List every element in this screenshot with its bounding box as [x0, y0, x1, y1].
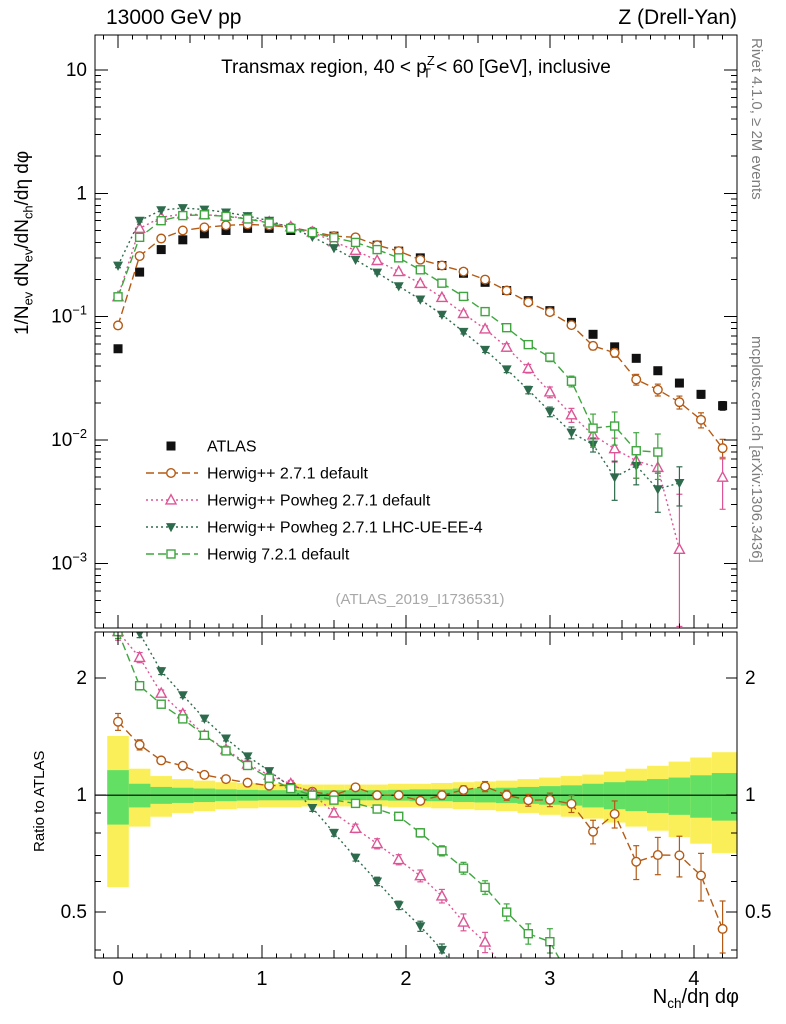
- x-axis-label: Nch/dη dφ: [653, 986, 739, 1011]
- uncertainty-bands: [107, 736, 737, 888]
- plot-title: Transmax region, 40 < pZ T < 60 [GeV], in…: [221, 53, 611, 81]
- ratio-series-herwig-7-2-1-default: [113, 632, 560, 958]
- ratio-y-axis-label: Ratio to ATLAS: [31, 751, 48, 852]
- svg-text:0.5: 0.5: [745, 902, 771, 923]
- axis-ticks: [95, 35, 738, 958]
- legend-label: Herwig++ Powheg 2.7.1 LHC-UE-EE-4: [207, 520, 483, 537]
- process-label: Z (Drell-Yan): [618, 6, 737, 29]
- svg-text:2: 2: [745, 668, 756, 689]
- svg-text:0.5: 0.5: [61, 902, 87, 923]
- analysis-id-watermark: (ATLAS_2019_I1736531): [335, 591, 505, 608]
- svg-text:10−3: 10−3: [51, 549, 87, 574]
- ratio-series: [111, 632, 728, 1024]
- legend-entry: Herwig++ 2.7.1 default: [146, 466, 369, 483]
- svg-text:4: 4: [688, 968, 699, 990]
- main-panel: [94, 34, 738, 629]
- svg-text:3: 3: [544, 968, 555, 990]
- mcplots-reference-note: mcplots.cern.ch [arXiv:1306.3436]: [748, 336, 765, 563]
- main-y-axis-label: 1/Nev dNev/dNch/dη dφ: [12, 151, 36, 335]
- legend: ATLAS Herwig++ 2.7.1 default Herwig++ Powh…: [146, 439, 483, 564]
- svg-text:10−1: 10−1: [51, 303, 87, 328]
- series-herwig-2-7-1-default: [113, 219, 728, 460]
- svg-text:10: 10: [66, 60, 87, 81]
- svg-text:1: 1: [76, 183, 87, 204]
- uncertainty-band-yellow: [107, 736, 737, 888]
- legend-label: Herwig++ 2.7.1 default: [207, 466, 369, 483]
- svg-text:1: 1: [76, 785, 87, 806]
- legend-entry: ATLAS: [166, 439, 257, 456]
- svg-text:2: 2: [400, 968, 411, 990]
- ratio-series-herwig-powheg-2-7-1-default: [111, 632, 728, 1024]
- svg-text:1: 1: [256, 968, 267, 990]
- legend-label: ATLAS: [207, 439, 257, 456]
- svg-text:0: 0: [112, 968, 123, 990]
- ratio-series-herwig-powheg-2-7-1-lhc-ue-ee-4: [135, 632, 449, 958]
- legend-entry: Herwig++ Powheg 2.7.1 default: [146, 493, 431, 510]
- tick-labels: 0 1 2 3 4 10 1 10−1 10−2 10−3 2 2 1 1 0.5 0.5: [51, 60, 771, 990]
- beam-energy-label: 13000 GeV pp: [106, 6, 242, 29]
- legend-entry: Herwig 7.2.1 default: [146, 547, 350, 564]
- main-series: [111, 204, 729, 628]
- series-herwig-7-2-1-default: [113, 210, 663, 481]
- svg-text:10−2: 10−2: [51, 426, 87, 451]
- legend-label: Herwig++ Powheg 2.7.1 default: [207, 493, 431, 510]
- axis-titles: Transmax region, 40 < pZ T < 60 [GeV], in…: [12, 53, 739, 1011]
- svg-text:1: 1: [745, 785, 756, 806]
- rivet-version-note: Rivet 4.1.0, ≥ 2M events: [748, 38, 765, 200]
- legend-entry: Herwig++ Powheg 2.7.1 LHC-UE-EE-4: [146, 520, 483, 537]
- svg-text:2: 2: [76, 668, 87, 689]
- legend-label: Herwig 7.2.1 default: [207, 547, 350, 564]
